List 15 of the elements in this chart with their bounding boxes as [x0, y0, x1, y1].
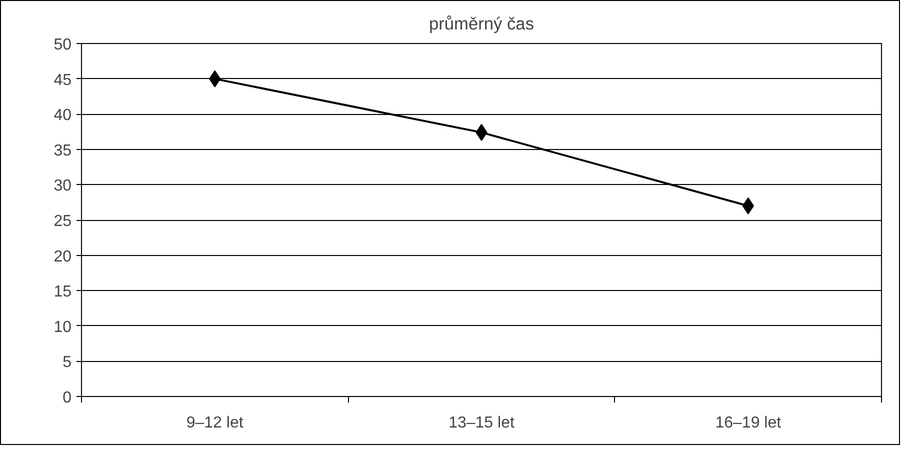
y-tick-label: 15	[54, 284, 72, 301]
chart-title: průměrný čas	[429, 14, 534, 34]
y-tick-label: 5	[62, 354, 72, 372]
y-tick-label: 50	[54, 36, 72, 54]
y-tick-label: 25	[54, 213, 72, 230]
y-tick-label: 30	[54, 178, 72, 195]
y-tick-label: 10	[54, 318, 72, 336]
y-tick-label: 0	[62, 390, 72, 406]
y-tick-label: 20	[54, 248, 72, 266]
y-tick-label: 45	[54, 72, 72, 89]
x-tick-label: 16–19 let	[715, 414, 782, 432]
x-tick-label: 9–12 let	[186, 414, 244, 432]
y-tick-label: 35	[54, 142, 72, 160]
x-tick-label: 13–15 let	[448, 414, 515, 432]
y-tick-label: 40	[54, 107, 72, 124]
